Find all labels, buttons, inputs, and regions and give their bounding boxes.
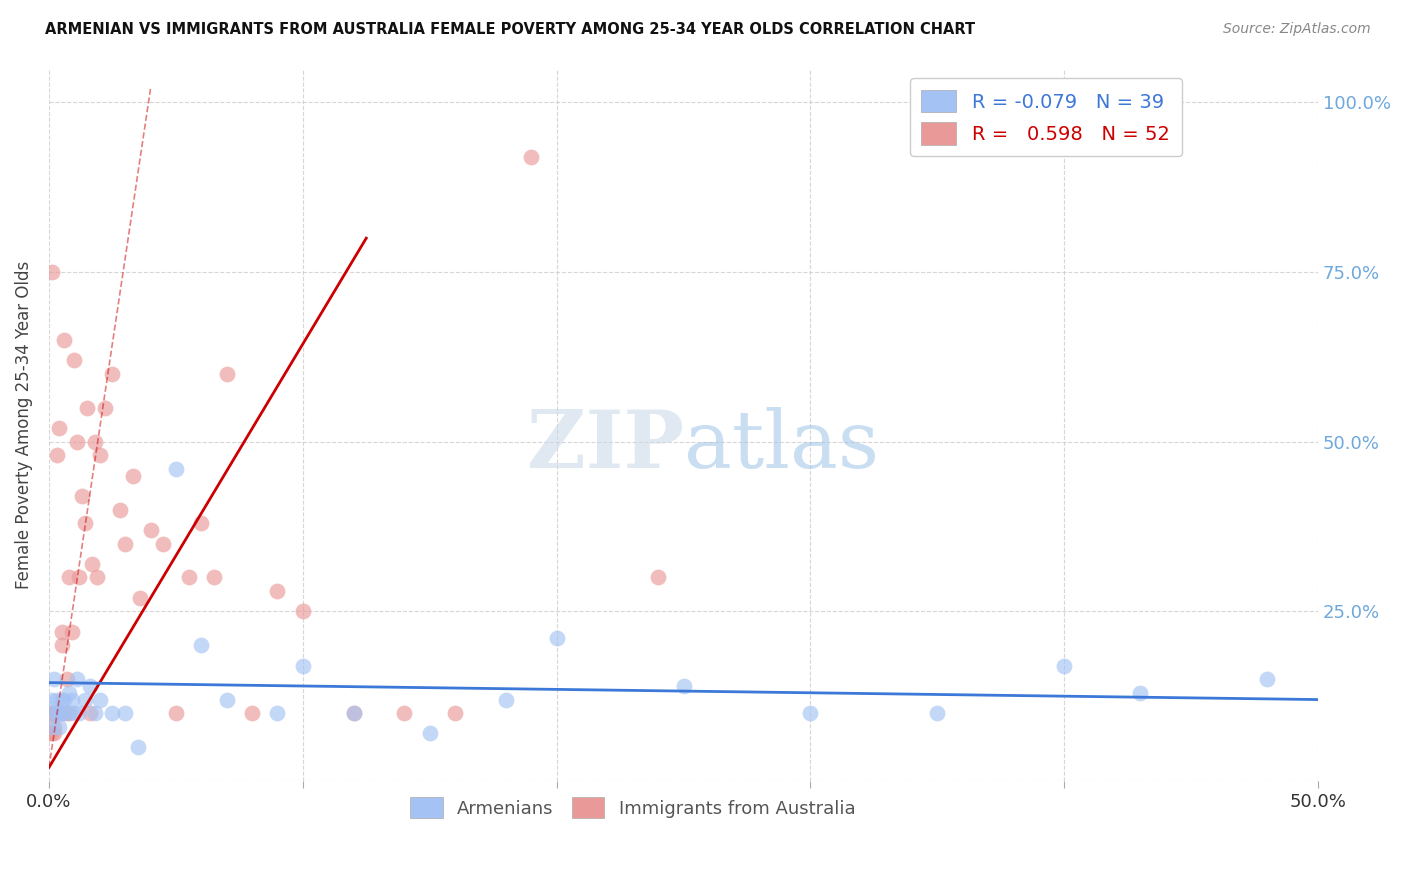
Point	[121, 468, 143, 483]
Point	[42, 706, 65, 720]
Text: Source: ZipAtlas.com: Source: ZipAtlas.com	[1223, 22, 1371, 37]
Point	[53, 692, 76, 706]
Point	[114, 706, 136, 720]
Point	[48, 706, 70, 720]
Text: ARMENIAN VS IMMIGRANTS FROM AUSTRALIA FEMALE POVERTY AMONG 25-34 YEAR OLDS CORRE: ARMENIAN VS IMMIGRANTS FROM AUSTRALIA FE…	[45, 22, 976, 37]
Point	[67, 570, 90, 584]
Point	[190, 516, 212, 530]
Point	[60, 624, 83, 639]
Point	[83, 706, 105, 720]
Point	[342, 706, 364, 720]
Point	[101, 706, 124, 720]
Point	[76, 401, 98, 415]
Point	[45, 706, 67, 720]
Point	[89, 448, 111, 462]
Point	[394, 706, 416, 720]
Point	[291, 604, 314, 618]
Point	[48, 706, 70, 720]
Point	[94, 401, 117, 415]
Point	[291, 658, 314, 673]
Point	[41, 692, 63, 706]
Point	[342, 706, 364, 720]
Point	[42, 706, 65, 720]
Point	[127, 740, 149, 755]
Point	[60, 692, 83, 706]
Y-axis label: Female Poverty Among 25-34 Year Olds: Female Poverty Among 25-34 Year Olds	[15, 260, 32, 589]
Point	[215, 367, 238, 381]
Text: atlas: atlas	[683, 407, 879, 485]
Point	[48, 421, 70, 435]
Point	[55, 672, 77, 686]
Point	[79, 679, 101, 693]
Point	[79, 706, 101, 720]
Point	[444, 706, 467, 720]
Point	[51, 692, 73, 706]
Point	[190, 638, 212, 652]
Point	[42, 720, 65, 734]
Point	[647, 570, 669, 584]
Point	[51, 638, 73, 652]
Point	[86, 570, 108, 584]
Point	[101, 367, 124, 381]
Point	[799, 706, 821, 720]
Point	[419, 726, 441, 740]
Point	[1256, 672, 1278, 686]
Point	[45, 448, 67, 462]
Point	[41, 720, 63, 734]
Point	[165, 462, 187, 476]
Point	[1129, 686, 1152, 700]
Point	[38, 726, 60, 740]
Point	[58, 570, 80, 584]
Point	[266, 584, 288, 599]
Point	[51, 706, 73, 720]
Point	[38, 706, 60, 720]
Point	[152, 536, 174, 550]
Point	[927, 706, 949, 720]
Point	[58, 706, 80, 720]
Point	[495, 692, 517, 706]
Point	[66, 434, 89, 449]
Point	[67, 706, 90, 720]
Point	[63, 706, 86, 720]
Point	[1053, 658, 1076, 673]
Point	[42, 726, 65, 740]
Point	[55, 706, 77, 720]
Legend: Armenians, Immigrants from Australia: Armenians, Immigrants from Australia	[404, 790, 862, 825]
Point	[672, 679, 695, 693]
Point	[546, 632, 568, 646]
Point	[108, 502, 131, 516]
Point	[83, 434, 105, 449]
Point	[177, 570, 200, 584]
Point	[73, 516, 96, 530]
Point	[82, 557, 104, 571]
Point	[48, 720, 70, 734]
Point	[266, 706, 288, 720]
Point	[42, 672, 65, 686]
Point	[51, 624, 73, 639]
Point	[73, 692, 96, 706]
Point	[215, 692, 238, 706]
Text: ZIP: ZIP	[527, 407, 683, 485]
Point	[70, 489, 93, 503]
Point	[66, 672, 89, 686]
Point	[45, 692, 67, 706]
Point	[41, 265, 63, 279]
Point	[41, 706, 63, 720]
Point	[41, 726, 63, 740]
Point	[520, 150, 543, 164]
Point	[202, 570, 225, 584]
Point	[89, 692, 111, 706]
Point	[45, 706, 67, 720]
Point	[139, 523, 162, 537]
Point	[240, 706, 263, 720]
Point	[53, 706, 76, 720]
Point	[114, 536, 136, 550]
Point	[63, 353, 86, 368]
Point	[58, 686, 80, 700]
Point	[53, 333, 76, 347]
Point	[165, 706, 187, 720]
Point	[129, 591, 152, 605]
